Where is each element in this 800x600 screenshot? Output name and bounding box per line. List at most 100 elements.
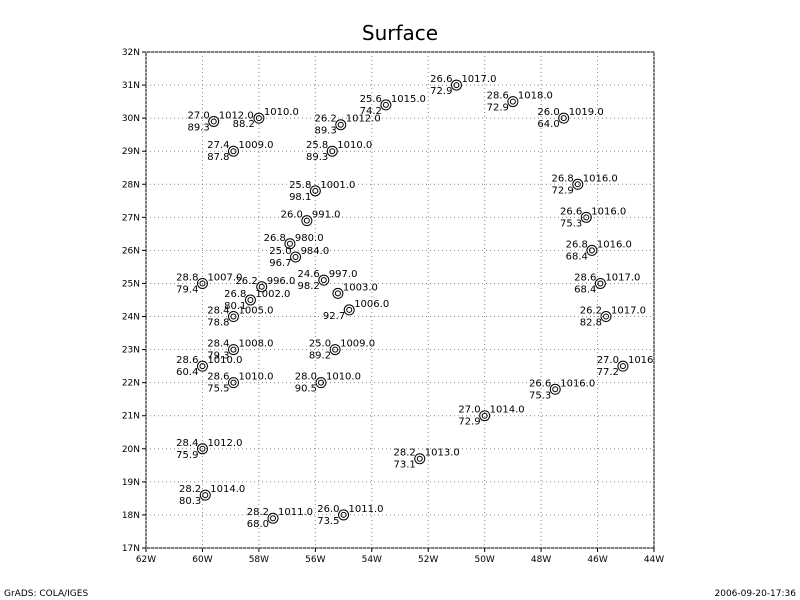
station-pressure: 1015.0 bbox=[391, 94, 426, 105]
station-temperature: 27.0 bbox=[187, 110, 209, 121]
station-humidity: 75.3 bbox=[560, 218, 582, 229]
y-tick-label: 21N bbox=[122, 412, 140, 422]
station-pressure: 1017.0 bbox=[611, 306, 646, 317]
station-marker-inner bbox=[334, 290, 341, 297]
station-humidity: 68.0 bbox=[247, 519, 269, 530]
x-tick-label: 54W bbox=[362, 555, 382, 565]
station-pressure: 1014.0 bbox=[210, 484, 245, 495]
station-pressure: 1011.0 bbox=[349, 504, 384, 515]
station-pressure: 1012.0 bbox=[346, 114, 381, 125]
station-pressure: 1014.0 bbox=[490, 405, 525, 416]
station-pressure: 1001.0 bbox=[320, 180, 355, 191]
station-marker bbox=[227, 145, 239, 157]
station-humidity: 72.9 bbox=[458, 417, 480, 428]
station-pressure: 1009.0 bbox=[238, 140, 273, 151]
y-tick-label: 19N bbox=[122, 478, 140, 488]
station-marker bbox=[290, 251, 302, 263]
station-marker-inner bbox=[210, 118, 217, 125]
station-temperature: 25.0 bbox=[309, 339, 331, 350]
station-humidity: 72.9 bbox=[552, 185, 574, 196]
station-marker-inner bbox=[329, 148, 336, 155]
y-tick-label: 26N bbox=[122, 246, 140, 256]
station-marker bbox=[617, 360, 629, 372]
station-temperature: 26.8 bbox=[566, 239, 588, 250]
station-marker bbox=[479, 410, 491, 422]
station-marker bbox=[227, 311, 239, 323]
map-title: Surface bbox=[362, 21, 438, 45]
station-temperature: 28.6 bbox=[207, 372, 229, 383]
footer-left: GrADS: COLA/IGES bbox=[4, 589, 88, 599]
x-tick-label: 46W bbox=[587, 555, 607, 565]
station-temperature: 26.2 bbox=[580, 306, 602, 317]
station-marker bbox=[253, 112, 265, 124]
x-tick-label: 58W bbox=[249, 555, 269, 565]
station-temperature: 27.0 bbox=[458, 405, 480, 416]
station-marker bbox=[315, 377, 327, 389]
y-tick-label: 32N bbox=[122, 48, 140, 58]
station-temperature: 26.6 bbox=[560, 206, 582, 217]
station-pressure: 1012.0 bbox=[207, 438, 242, 449]
station-temperature: 26.6 bbox=[529, 378, 551, 389]
station-humidity: 96.7 bbox=[269, 258, 291, 269]
station-marker-inner bbox=[199, 445, 206, 452]
station-marker-inner bbox=[583, 214, 590, 221]
station-temperature: 28.6 bbox=[487, 91, 509, 102]
station-temperature: 28.6 bbox=[574, 272, 596, 283]
footer-right: 2006-09-20-17:36 bbox=[715, 589, 797, 599]
station-marker bbox=[309, 185, 321, 197]
station-humidity: 72.9 bbox=[487, 103, 509, 114]
station-marker-inner bbox=[230, 148, 237, 155]
station-marker bbox=[414, 453, 426, 465]
station-marker bbox=[380, 99, 392, 111]
station-humidity: 89.3 bbox=[314, 126, 336, 137]
station-temperature: 27.0 bbox=[597, 355, 619, 366]
station-humidity: 89.2 bbox=[309, 351, 331, 362]
y-tick-label: 24N bbox=[122, 313, 140, 323]
station-marker-inner bbox=[597, 280, 604, 287]
station-temperature: 25.6 bbox=[360, 94, 382, 105]
station-humidity: 68.4 bbox=[574, 284, 596, 295]
station-marker-inner bbox=[303, 217, 310, 224]
station-temperature: 28.4 bbox=[207, 339, 229, 350]
station-temperature: 26.0 bbox=[281, 210, 303, 221]
station-marker-inner bbox=[199, 363, 206, 370]
station-temperature: 28.4 bbox=[207, 306, 229, 317]
station-marker bbox=[196, 277, 208, 289]
station-pressure: 1003.0 bbox=[343, 282, 378, 293]
x-tick-label: 62W bbox=[136, 555, 156, 565]
station-temperature: 28.0 bbox=[295, 372, 317, 383]
station-temperature: 25.8 bbox=[289, 180, 311, 191]
station-temperature: 26.8 bbox=[224, 289, 246, 300]
station-marker bbox=[580, 211, 592, 223]
station-pressure: 1017.0 bbox=[605, 272, 640, 283]
station-humidity: 73.5 bbox=[317, 516, 339, 527]
station-pressure: 1010.0 bbox=[264, 107, 299, 118]
station-temperature: 28.4 bbox=[176, 438, 198, 449]
station-humidity: 75.5 bbox=[207, 384, 229, 395]
station-marker bbox=[549, 383, 561, 395]
station-temperature: 28.6 bbox=[176, 355, 198, 366]
station-marker bbox=[586, 244, 598, 256]
station-temperature: 26.8 bbox=[264, 233, 286, 244]
station-pressure: 1016.0 bbox=[597, 239, 632, 250]
station-temperature: 26.0 bbox=[537, 107, 559, 118]
station-marker-inner bbox=[509, 98, 516, 105]
y-tick-label: 23N bbox=[122, 346, 140, 356]
station-marker bbox=[594, 277, 606, 289]
station-marker bbox=[208, 115, 220, 127]
y-tick-label: 28N bbox=[122, 180, 140, 190]
y-tick-label: 29N bbox=[122, 147, 140, 157]
station-humidity: 80.3 bbox=[179, 496, 201, 507]
station-marker bbox=[343, 304, 355, 316]
y-tick-label: 30N bbox=[122, 114, 140, 124]
station-marker bbox=[507, 96, 519, 108]
station-marker-inner bbox=[199, 280, 206, 287]
station-humidity: 72.9 bbox=[430, 86, 452, 97]
station-pressure: 1012.0 bbox=[219, 110, 254, 121]
station-pressure: 1018.0 bbox=[518, 91, 553, 102]
station-temperature: 28.8 bbox=[176, 272, 198, 283]
station-temperature: 26.6 bbox=[430, 74, 452, 85]
x-tick-label: 56W bbox=[305, 555, 325, 565]
